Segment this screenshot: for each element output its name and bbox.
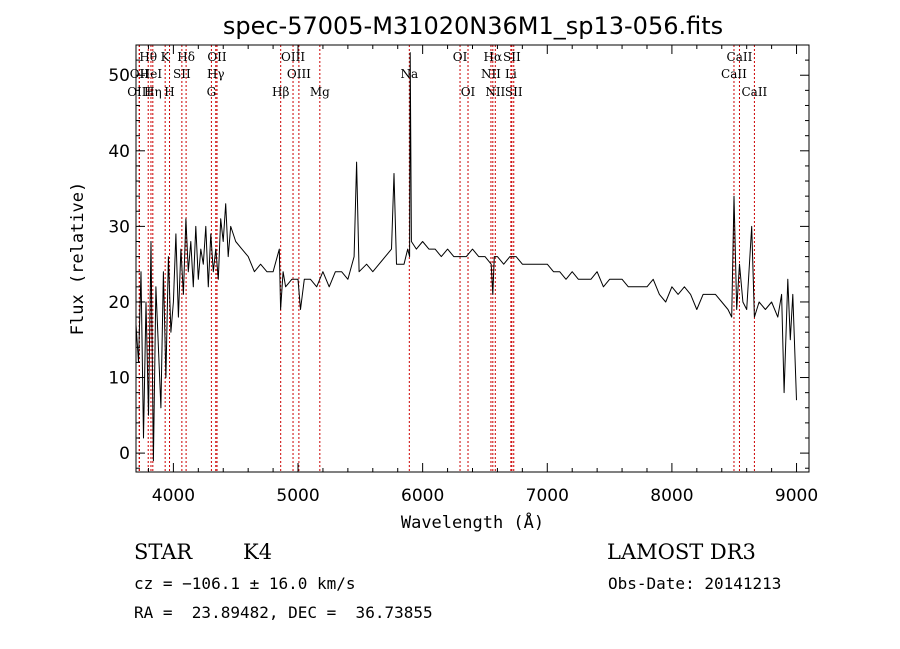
redshift-velocity: cz = −106.1 ± 16.0 km/s — [134, 574, 356, 593]
spectral-line-label: G — [207, 85, 217, 99]
x-tick-label: 9000 — [775, 486, 818, 506]
y-tick-label: 40 — [108, 142, 130, 162]
spectral-line-label: Hα — [484, 50, 503, 64]
spectral-line-label: Hθ — [139, 50, 157, 64]
x-tick-label: 5000 — [276, 486, 319, 506]
spectral-line-markers — [138, 45, 755, 472]
spectral-line-label: OI — [453, 50, 468, 64]
survey-label: LAMOST DR3 — [607, 540, 756, 564]
x-tick-label: 7000 — [526, 486, 569, 506]
spectral-line-label: Li — [505, 67, 517, 81]
axis-ticks: 4000 5000 6000 7000 8000 9000 0 10 20 30 40 50 — [108, 44, 818, 506]
spectral-line-label: CaII — [721, 67, 747, 81]
spectral-line-label: Hγ — [207, 67, 225, 81]
spectral-line-label: OIII — [281, 50, 305, 64]
y-tick-label: 50 — [108, 66, 130, 86]
spectral-line-label: SII — [173, 67, 191, 81]
spectral-line-label: CaII — [741, 85, 767, 99]
y-tick-label: 0 — [119, 444, 130, 464]
observation-date: Obs-Date: 20141213 — [608, 574, 782, 593]
spectral-line-label: NII — [481, 67, 501, 81]
spectral-line-label: OIII — [287, 67, 311, 81]
chart-title: spec-57005-M31020N36M1_sp13-056.fits — [223, 12, 723, 40]
spectral-line-label: NII — [485, 85, 505, 99]
y-tick-label: 10 — [108, 369, 130, 389]
y-axis-label: Flux (relative) — [68, 182, 88, 336]
x-tick-label: 4000 — [152, 486, 195, 506]
spectral-line-label: OII — [207, 50, 227, 64]
spectral-line-label: Hη — [144, 85, 162, 99]
spectral-line-label: K — [161, 50, 171, 64]
coordinates: RA = 23.89482, DEC = 36.73855 — [134, 603, 433, 622]
y-tick-label: 30 — [108, 217, 130, 237]
x-tick-label: 8000 — [650, 486, 693, 506]
spectrum-line — [135, 52, 797, 462]
x-axis-label: Wavelength (Å) — [401, 511, 544, 533]
spectral-line-label: CaII — [727, 50, 753, 64]
spectral-line-label: OIII — [127, 85, 151, 99]
spectral-line-label: Na — [400, 67, 418, 81]
y-tick-label: 20 — [108, 293, 130, 313]
spectral-line-label: H — [164, 85, 174, 99]
spectral-line-label: Mg — [310, 85, 330, 99]
spectral-line-label: SII — [503, 50, 521, 64]
spectral-line-label: HeI — [140, 67, 163, 81]
spectral-line-label: SII — [505, 85, 523, 99]
plot-frame — [135, 44, 810, 473]
object-class: STAR — [134, 540, 193, 564]
object-subclass: K4 — [243, 540, 273, 564]
spectral-line-label: Hδ — [177, 50, 195, 64]
spectral-line-label: OII — [130, 67, 150, 81]
spectral-line-label: Hβ — [272, 85, 289, 99]
spectrum-series — [135, 52, 797, 462]
spectral-line-label: OI — [461, 85, 476, 99]
x-tick-label: 6000 — [401, 486, 444, 506]
